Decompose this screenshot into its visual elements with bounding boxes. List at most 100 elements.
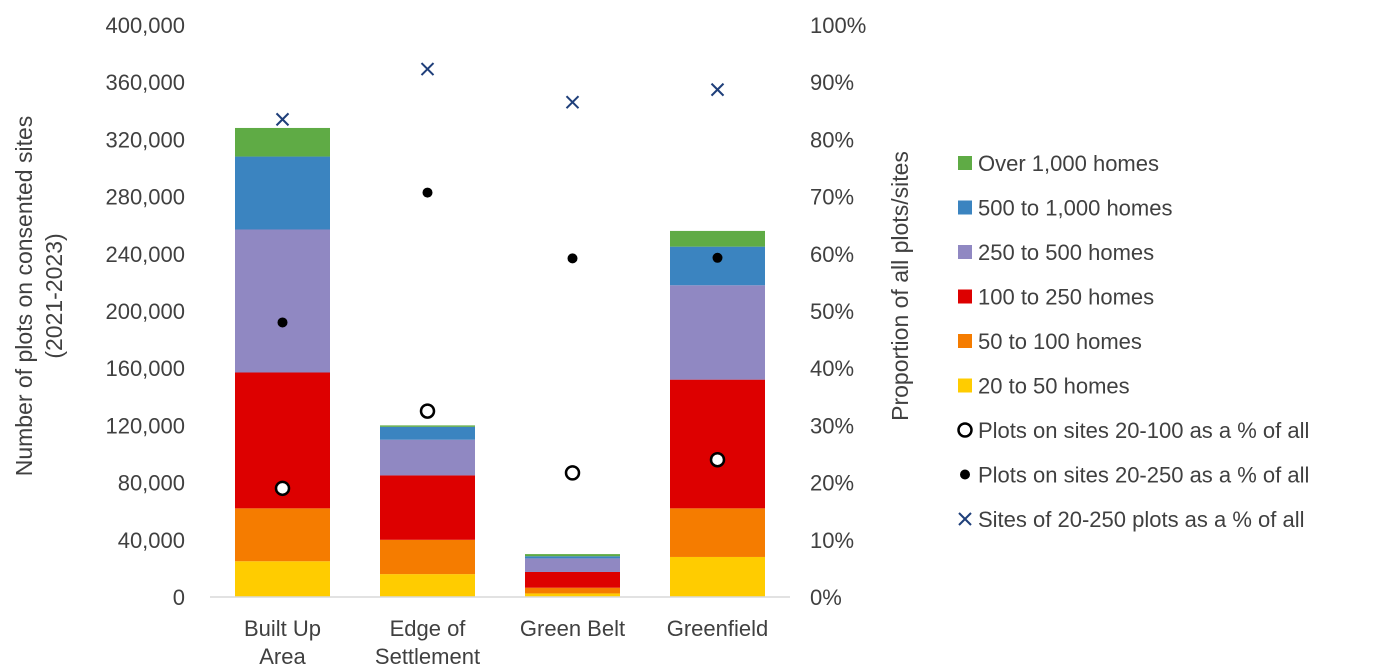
marker-point (422, 187, 433, 198)
y2-tick-label: 70% (810, 185, 854, 210)
bar-segment (380, 475, 475, 540)
cross-stroke (275, 112, 290, 127)
legend-marker (958, 512, 972, 526)
marker-point (565, 95, 580, 109)
y-tick-label: 200,000 (105, 299, 185, 324)
y-tick-label: 280,000 (105, 185, 185, 210)
bar-segment (380, 426, 475, 440)
y-tick-label: 160,000 (105, 356, 185, 381)
bar-segment (380, 574, 475, 597)
y-tick-label: 120,000 (105, 413, 185, 438)
legend-marker (960, 469, 970, 480)
bar-segment (380, 425, 475, 427)
marker-point (274, 480, 291, 497)
bar-segment (525, 554, 620, 557)
cross-stroke (958, 512, 972, 526)
legend-label: 100 to 250 homes (978, 285, 1154, 310)
legend-item: 20 to 50 homes (958, 374, 1130, 399)
y-tick-label: 240,000 (105, 242, 185, 267)
legend-swatch (958, 200, 972, 215)
y2-tick-label: 60% (810, 242, 854, 267)
bar-segment (235, 127, 330, 157)
bar-segment (235, 229, 330, 373)
legend-item: 100 to 250 homes (958, 285, 1154, 310)
legend-label: Plots on sites 20-250 as a % of all (978, 463, 1309, 488)
legend-item: Over 1,000 homes (958, 151, 1159, 176)
y2-axis-title: Proportion of all plots/sites (887, 151, 913, 421)
legend-swatch (958, 245, 972, 259)
bars (235, 127, 765, 597)
legend-item: Sites of 20-250 plots as a % of all (958, 507, 1305, 532)
marker-point (275, 112, 290, 127)
marker-point (277, 317, 288, 328)
y-axis-title-line: (2021-2023) (41, 233, 67, 358)
y2-tick-label: 90% (810, 70, 854, 95)
marker-point (712, 252, 723, 263)
y2-tick-label: 80% (810, 127, 854, 152)
legend-label: 20 to 50 homes (978, 374, 1130, 399)
legend: Over 1,000 homes 500 to 1,000 homes 250 to… (957, 151, 1309, 532)
y2-tick-label: 0% (810, 585, 842, 610)
y-tick-label: 80,000 (118, 471, 185, 496)
bar-segment (525, 593, 620, 597)
y2-tick-label: 10% (810, 528, 854, 553)
bar-segment (525, 587, 620, 594)
bar-segment (235, 156, 330, 230)
legend-marker (957, 422, 973, 438)
marker-point (709, 451, 726, 468)
marker-point (567, 253, 578, 264)
y-axis-title-line: Number of plots on consented sites (11, 116, 37, 477)
bar-segment (380, 439, 475, 476)
y-tick-label: 400,000 (105, 13, 185, 38)
bar-segment (525, 556, 620, 559)
legend-item: 250 to 500 homes (958, 240, 1154, 265)
bar-segment (235, 508, 330, 562)
y2-tick-label: 30% (810, 413, 854, 438)
cross-stroke (710, 82, 725, 97)
legend-item: Plots on sites 20-100 as a % of all (957, 418, 1309, 443)
bar-segment (525, 558, 620, 572)
marker-point (420, 62, 435, 76)
bar-segment (525, 571, 620, 588)
legend-item: 500 to 1,000 homes (958, 196, 1172, 221)
legend-swatch (958, 378, 972, 393)
y-axis-title: Number of plots on consented sites (2021-… (11, 116, 67, 477)
legend-swatch (958, 334, 972, 348)
y2-tick-label: 50% (810, 299, 854, 324)
cross-stroke (565, 95, 580, 109)
x-tick-label: Built Up (244, 616, 321, 641)
legend-label: Over 1,000 homes (978, 151, 1159, 176)
marker-point (564, 465, 581, 481)
y-axis-ticks: 0 40,000 80,000 120,000 160,000 200,000 240,00… (105, 13, 185, 610)
y2-axis-ticks: 0% 10% 20% 30% 40% 50% 60% 70% 80% 90% 100% (810, 13, 866, 610)
y-tick-label: 0 (173, 585, 185, 610)
bar-segment (235, 561, 330, 597)
marker-point (419, 403, 436, 419)
bar-segment (380, 539, 475, 575)
legend-label: 50 to 100 homes (978, 329, 1142, 354)
bar-segment (670, 246, 765, 286)
legend-item: Plots on sites 20-250 as a % of all (960, 463, 1309, 488)
marker-point (710, 82, 725, 97)
x-tick-label: Edge of (390, 616, 467, 641)
cross-stroke (420, 62, 435, 76)
legend-label: Sites of 20-250 plots as a % of all (978, 507, 1305, 532)
legend-label: Plots on sites 20-100 as a % of all (978, 418, 1309, 443)
x-tick-label: Green Belt (520, 616, 625, 641)
y-tick-label: 40,000 (118, 528, 185, 553)
x-axis-ticks: Built Up Area Edge of Settlement Green Belt G… (244, 616, 768, 665)
y2-tick-label: 20% (810, 471, 854, 496)
legend-label: 500 to 1,000 homes (978, 196, 1172, 221)
legend-item: 50 to 100 homes (958, 329, 1142, 354)
y2-tick-label: 40% (810, 356, 854, 381)
bar-segment (670, 508, 765, 557)
bar-segment (670, 230, 765, 247)
x-tick-label: Settlement (375, 644, 480, 665)
y-tick-label: 360,000 (105, 70, 185, 95)
legend-swatch (958, 289, 972, 304)
x-tick-label: Area (259, 644, 306, 665)
legend-swatch (958, 156, 972, 170)
markers (274, 62, 726, 497)
x-tick-label: Greenfield (667, 616, 769, 641)
